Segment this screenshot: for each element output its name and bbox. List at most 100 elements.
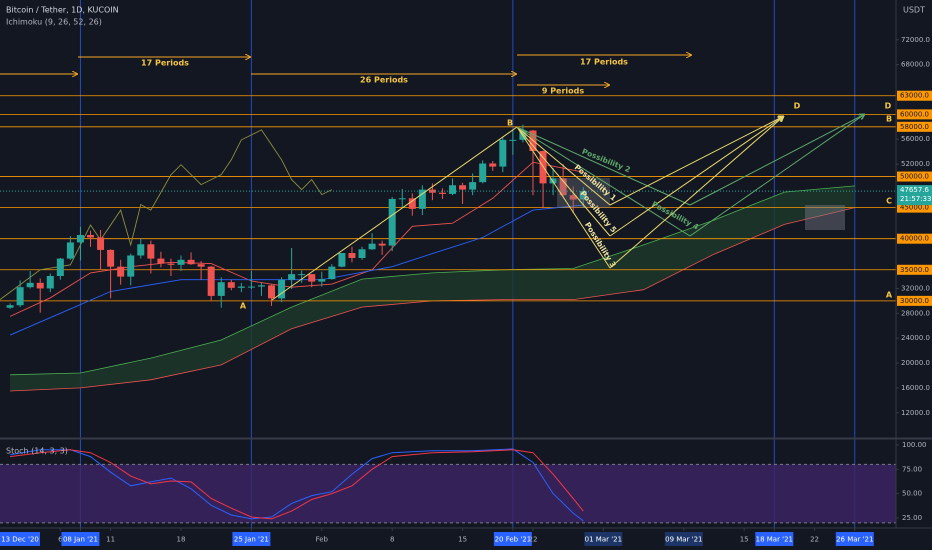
candle-body <box>408 198 416 209</box>
x-tick-label: 18 Mar '21 <box>756 536 793 544</box>
x-tick-label: 15 <box>458 536 467 544</box>
candle-body <box>107 249 115 267</box>
candle-body <box>278 279 286 299</box>
trend-line <box>516 126 691 206</box>
level-label-box <box>897 121 932 132</box>
x-tick-box <box>755 532 794 546</box>
level-label: 40000.0 <box>900 235 929 243</box>
trend-line <box>516 126 611 206</box>
trend-line <box>516 126 611 269</box>
point-label: D <box>885 102 892 111</box>
level-letter: B <box>886 115 892 124</box>
level-label-box <box>897 295 932 306</box>
candle-body <box>298 274 306 276</box>
x-tick-box <box>664 532 703 546</box>
y-tick-label: 24000.0 <box>901 334 930 342</box>
chart-title: Bitcoin / Tether, 1D, KUCOIN <box>6 6 119 15</box>
y-tick-label: 28000.0 <box>901 309 930 317</box>
point-label: D <box>794 102 801 111</box>
candle-body <box>489 163 497 167</box>
period-label: 17 Periods <box>580 58 628 67</box>
candle-body <box>499 139 507 167</box>
period-label: 17 Periods <box>141 59 189 68</box>
x-tick-label: Feb <box>316 536 329 544</box>
candle-body <box>6 305 14 308</box>
trend-arrow <box>609 116 784 269</box>
candle-body <box>36 282 44 289</box>
ichimoku-cloud <box>10 185 855 391</box>
date-marker-box <box>0 532 40 546</box>
level-letter: A <box>886 291 893 300</box>
candle-body <box>479 163 487 183</box>
labels-layer: Bitcoin / Tether, 1D, KUCOIN Ichimoku (9… <box>0 6 932 546</box>
axes <box>0 0 932 529</box>
candle-body <box>16 287 24 306</box>
x-tick-label: 18 <box>177 536 186 544</box>
stoch-line <box>10 448 584 522</box>
y-tick-label: 12000.0 <box>901 409 930 417</box>
stoch-band <box>0 464 896 523</box>
candle-body <box>117 266 125 277</box>
y-tick-label: 100.00 <box>902 441 927 449</box>
y-tick-label: 52000.0 <box>901 160 930 168</box>
candle-body <box>197 264 205 267</box>
candle-body <box>438 192 446 194</box>
level-label-box <box>897 109 932 120</box>
candle-body <box>579 191 587 200</box>
point-label: B <box>507 119 513 128</box>
cloud-upper <box>10 185 855 376</box>
candle-body <box>26 282 34 288</box>
candle-body <box>87 234 95 238</box>
candle-body <box>509 139 517 141</box>
trend-arrow <box>609 116 784 237</box>
candle-body <box>56 258 64 276</box>
candle-body <box>127 255 135 277</box>
x-tick-box <box>61 532 100 546</box>
candle-body <box>177 259 185 265</box>
candle-body <box>388 198 396 246</box>
candle-body <box>368 243 376 250</box>
x-tick-label: 6 <box>58 536 63 544</box>
period-label: 26 Periods <box>360 76 408 85</box>
last-price-box <box>897 185 932 206</box>
y-tick-label: 25.00 <box>902 514 922 522</box>
candle-body <box>227 282 235 288</box>
point-label: A <box>240 302 247 311</box>
trend-line <box>516 126 691 237</box>
y-tick-label: 56000.0 <box>901 135 930 143</box>
candle-body <box>137 244 145 256</box>
candle-body <box>418 189 426 209</box>
candle-body <box>328 266 336 280</box>
trend-arrow <box>689 114 865 206</box>
candle-body <box>449 185 457 194</box>
level-label-box <box>897 233 932 244</box>
y-tick-label: 32000.0 <box>901 284 930 292</box>
candle-body <box>308 274 316 282</box>
level-label-box <box>897 171 932 182</box>
x-tick-box <box>232 532 271 546</box>
candle-body <box>257 285 265 287</box>
trend-line <box>271 126 518 301</box>
candle-body <box>46 276 54 289</box>
trend-arrow <box>609 116 784 206</box>
level-label-box <box>897 90 932 101</box>
candle-body <box>469 182 477 190</box>
x-tick-label: 8 <box>390 536 394 544</box>
candle-body <box>147 244 155 259</box>
x-tick-label: 20 Feb '21 <box>495 536 532 544</box>
candle-body <box>97 237 105 250</box>
level-label: 58000.0 <box>900 123 929 131</box>
x-tick-label: 25 Jan '21 <box>234 536 269 544</box>
x-tick-label: 15 <box>740 536 749 544</box>
x-tick-label: 11 <box>106 536 115 544</box>
candle-body <box>268 285 276 299</box>
level-label-box <box>897 264 932 275</box>
y-tick-label: 68000.0 <box>901 61 930 69</box>
marks-layer <box>0 95 896 522</box>
y-tick-label: 50.00 <box>902 490 922 498</box>
x-tick-label: 26 Mar '21 <box>836 536 873 544</box>
candle-body <box>398 198 406 200</box>
x-tick-label: 22 <box>529 536 538 544</box>
countdown: 21:57:33 <box>900 195 931 203</box>
